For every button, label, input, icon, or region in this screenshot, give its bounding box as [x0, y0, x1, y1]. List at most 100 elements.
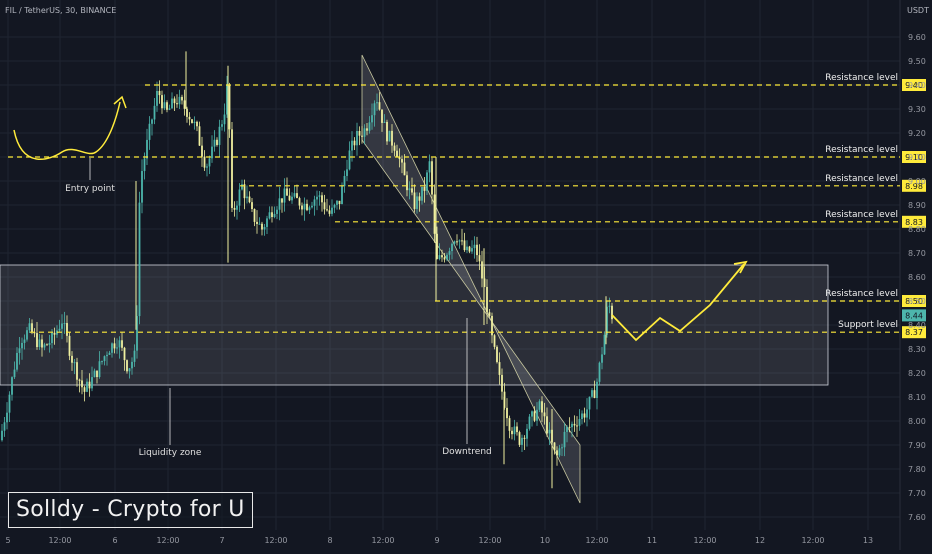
candle-body: [123, 347, 126, 361]
candle-body: [238, 189, 241, 206]
liquidity-zone-label: Liquidity zone: [139, 448, 202, 458]
y-tick-label: 8.20: [908, 369, 926, 378]
level-price-tag: [902, 79, 926, 91]
candle-body: [83, 387, 86, 392]
level-price-text: 9.40: [905, 81, 923, 90]
candle-body: [263, 226, 266, 230]
candle-body: [213, 139, 216, 147]
candle-body: [28, 323, 31, 331]
candle-body: [408, 188, 411, 191]
candle-body: [416, 196, 418, 209]
forecast-path: [611, 263, 745, 342]
candle-body: [391, 130, 393, 146]
x-tick-label: 5: [5, 536, 10, 545]
candle-body: [378, 102, 381, 110]
candle-body: [293, 193, 296, 197]
candle-body: [73, 362, 76, 364]
candle-body: [113, 343, 116, 349]
candle-body: [103, 356, 106, 362]
candle-body: [96, 370, 98, 378]
candle-body: [313, 199, 316, 206]
candle-body: [406, 175, 408, 191]
candle-body: [446, 254, 448, 260]
candle-body: [53, 332, 56, 335]
candle-body: [43, 344, 46, 348]
candle-body: [401, 159, 403, 163]
candle-body: [141, 171, 143, 203]
current-price-tag: [902, 309, 926, 322]
candle-body: [216, 139, 218, 145]
candle-body: [458, 240, 461, 242]
candle-body: [218, 126, 221, 145]
candle-body: [38, 339, 41, 348]
time-axis[interactable]: 5 12:00 6 12:00 7 12:00 8 12:00 9 12:00 10 12:00 11 1…: [5, 536, 873, 545]
candle-body: [186, 108, 188, 117]
candle-body: [148, 123, 151, 140]
price-axis[interactable]: 9.60 9.50 9.40 9.30 9.20 9.10 9.00 8.90 8.80 8.70…: [908, 33, 926, 522]
x-tick-label: 12:00: [264, 536, 287, 545]
candle-body: [283, 188, 286, 203]
x-tick-label: 7: [219, 536, 224, 545]
candle-body: [36, 333, 38, 348]
candle-body: [388, 130, 391, 142]
candle-body: [451, 243, 453, 252]
candle-body: [136, 316, 138, 351]
candle-body: [423, 187, 426, 191]
candle-body: [171, 98, 173, 109]
candle-body: [101, 361, 103, 363]
candle-body: [198, 126, 201, 146]
candle-body: [443, 257, 446, 260]
candle-body: [478, 255, 481, 262]
candle-body: [196, 121, 198, 127]
candle-body: [221, 124, 223, 127]
candle-body: [256, 221, 258, 225]
candle-body: [518, 432, 521, 445]
candle-body: [281, 198, 283, 203]
candle-body: [421, 187, 423, 201]
candle-body: [306, 203, 308, 211]
candles: [1, 51, 613, 489]
candle-body: [338, 200, 341, 205]
candle-body: [231, 129, 233, 208]
candle-body: [468, 246, 471, 252]
level-label: Resistance level: [825, 174, 898, 184]
candle-body: [568, 426, 571, 428]
candle-body: [58, 328, 61, 331]
candle-body: [541, 401, 543, 413]
candle-body: [471, 248, 473, 252]
candle-body: [596, 381, 598, 398]
symbol-label: FIL / TetherUS, 30, BINANCE: [5, 6, 116, 15]
y-tick-label: 7.80: [908, 465, 926, 474]
candle-body: [173, 98, 176, 104]
level-price-text: 8.98: [905, 182, 923, 191]
downtrend-channel-shape: [361, 54, 581, 504]
candle-body: [538, 401, 541, 410]
candle-body: [316, 196, 318, 200]
candle-body: [371, 115, 373, 123]
x-tick-label: 12:00: [801, 536, 824, 545]
candle-body: [98, 361, 101, 378]
candle-body: [456, 241, 458, 243]
candle-body: [206, 166, 208, 168]
candle-body: [133, 350, 136, 362]
candle-body: [611, 305, 613, 320]
candle-body: [436, 233, 438, 259]
candle-body: [16, 352, 18, 370]
candle-body: [386, 121, 388, 142]
candle-body: [61, 323, 63, 329]
y-tick-label: 9.40: [908, 81, 926, 90]
y-tick-label: 9.20: [908, 129, 926, 138]
candle-body: [491, 315, 493, 336]
y-tick-label: 9.30: [908, 105, 926, 114]
y-tick-label: 8.90: [908, 201, 926, 210]
candle-body: [278, 198, 281, 210]
candle-body: [286, 188, 288, 196]
candle-body: [381, 109, 383, 123]
candle-body: [223, 114, 226, 125]
candle-body: [146, 139, 148, 159]
candle-body: [178, 96, 181, 105]
candle-body: [563, 431, 566, 448]
candle-body: [71, 355, 73, 363]
